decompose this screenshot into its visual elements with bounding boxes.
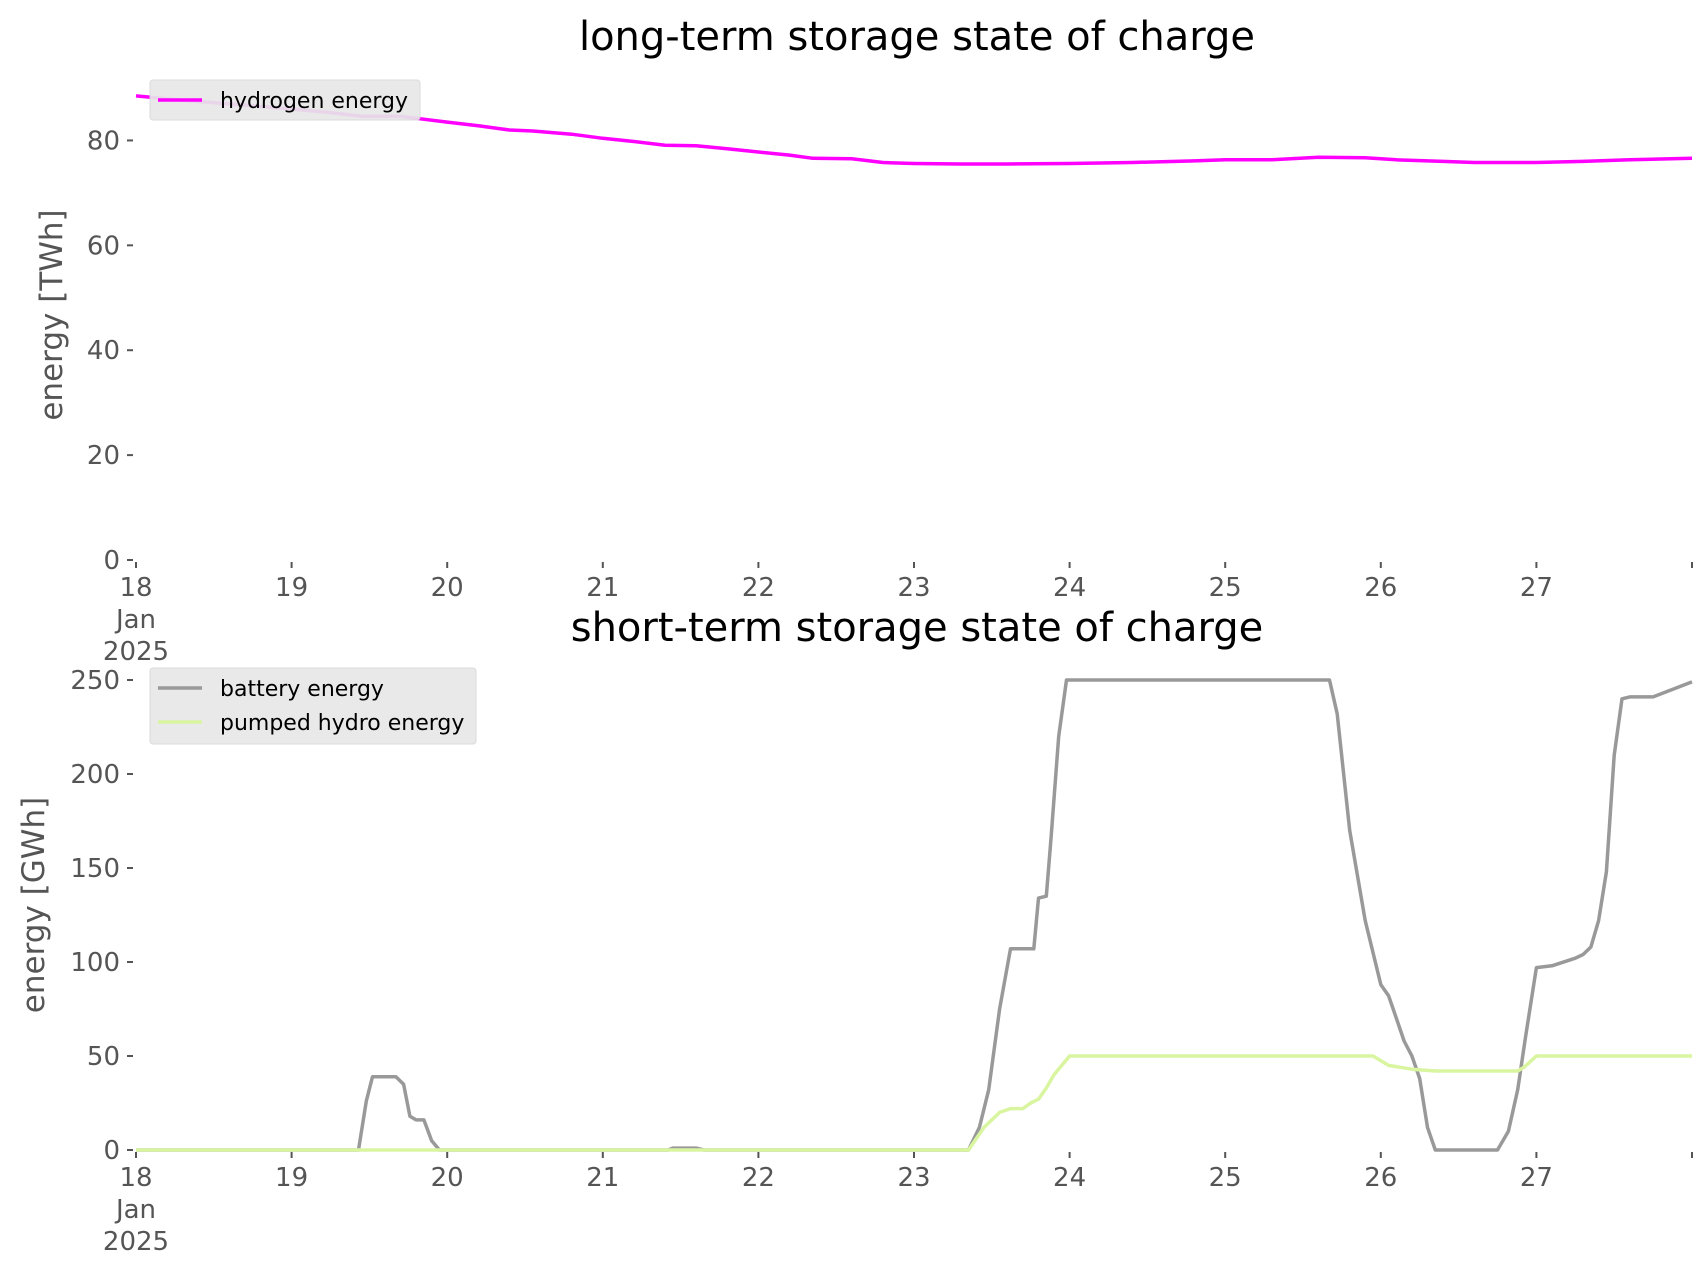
series-line-battery-energy — [136, 678, 1693, 1152]
x-tick-label: 26 — [1364, 1163, 1397, 1193]
x-tick-label: 18 — [119, 573, 152, 603]
panel-short-term: short-term storage state of charge energ… — [16, 605, 1693, 1257]
x-tick-label: 25 — [1209, 573, 1242, 603]
x-tick-sublabel: 2025 — [103, 1227, 169, 1257]
x-tick-label: 18 — [119, 1163, 152, 1193]
y-axis-label-long-term: energy [TWh] — [34, 209, 70, 420]
chart-title-long-term: long-term storage state of charge — [579, 14, 1255, 60]
y-tick-label: 60 — [87, 231, 120, 261]
x-tick-label: 20 — [431, 1163, 464, 1193]
y-tick-label: 200 — [70, 760, 120, 790]
y-tick-label: 100 — [70, 948, 120, 978]
y-tick-label: 0 — [103, 1136, 120, 1166]
x-tick-label: 24 — [1053, 1163, 1086, 1193]
x-tick-label: 19 — [275, 1163, 308, 1193]
y-tick-label: 0 — [103, 546, 120, 576]
x-tick-label: 19 — [275, 573, 308, 603]
x-tick-sublabel: 2025 — [103, 637, 169, 667]
x-tick-label: 26 — [1364, 573, 1397, 603]
x-tick-sublabel: Jan — [114, 1195, 156, 1225]
x-tick-label: 21 — [586, 1163, 619, 1193]
y-tick-label: 150 — [70, 854, 120, 884]
x-tick-label: 21 — [586, 573, 619, 603]
panel-long-term: long-term storage state of charge energy… — [34, 14, 1693, 667]
y-axis-label-short-term: energy [GWh] — [16, 797, 52, 1013]
legend-label: pumped hydro energy — [220, 711, 464, 736]
x-tick-label: 27 — [1520, 573, 1553, 603]
y-tick-label: 40 — [87, 336, 120, 366]
legend-box — [149, 79, 421, 121]
x-tick-label: 23 — [897, 1163, 930, 1193]
y-tick-label: 80 — [87, 126, 120, 156]
legend-short-term: battery energy pumped hydro energy — [149, 667, 477, 745]
x-tick-label: 22 — [742, 1163, 775, 1193]
x-tick-sublabel: Jan — [114, 605, 156, 635]
y-tick-label: 50 — [87, 1042, 120, 1072]
x-tick-label: 27 — [1520, 1163, 1553, 1193]
y-tick-label: 20 — [87, 441, 120, 471]
legend-label: hydrogen energy — [220, 89, 408, 114]
x-tick-label: 25 — [1209, 1163, 1242, 1193]
x-tick-label: 22 — [742, 573, 775, 603]
series-line-pumped-hydro-energy — [136, 1054, 1692, 1152]
series-lines-short-term — [136, 678, 1693, 1152]
x-tick-label: 24 — [1053, 573, 1086, 603]
x-tick-label: 20 — [431, 573, 464, 603]
legend-label: battery energy — [220, 677, 384, 702]
legend-box — [149, 667, 477, 745]
y-tick-label: 250 — [70, 666, 120, 696]
x-tick-label: 23 — [897, 573, 930, 603]
chart-title-short-term: short-term storage state of charge — [571, 605, 1264, 651]
legend-long-term: hydrogen energy — [149, 79, 421, 121]
